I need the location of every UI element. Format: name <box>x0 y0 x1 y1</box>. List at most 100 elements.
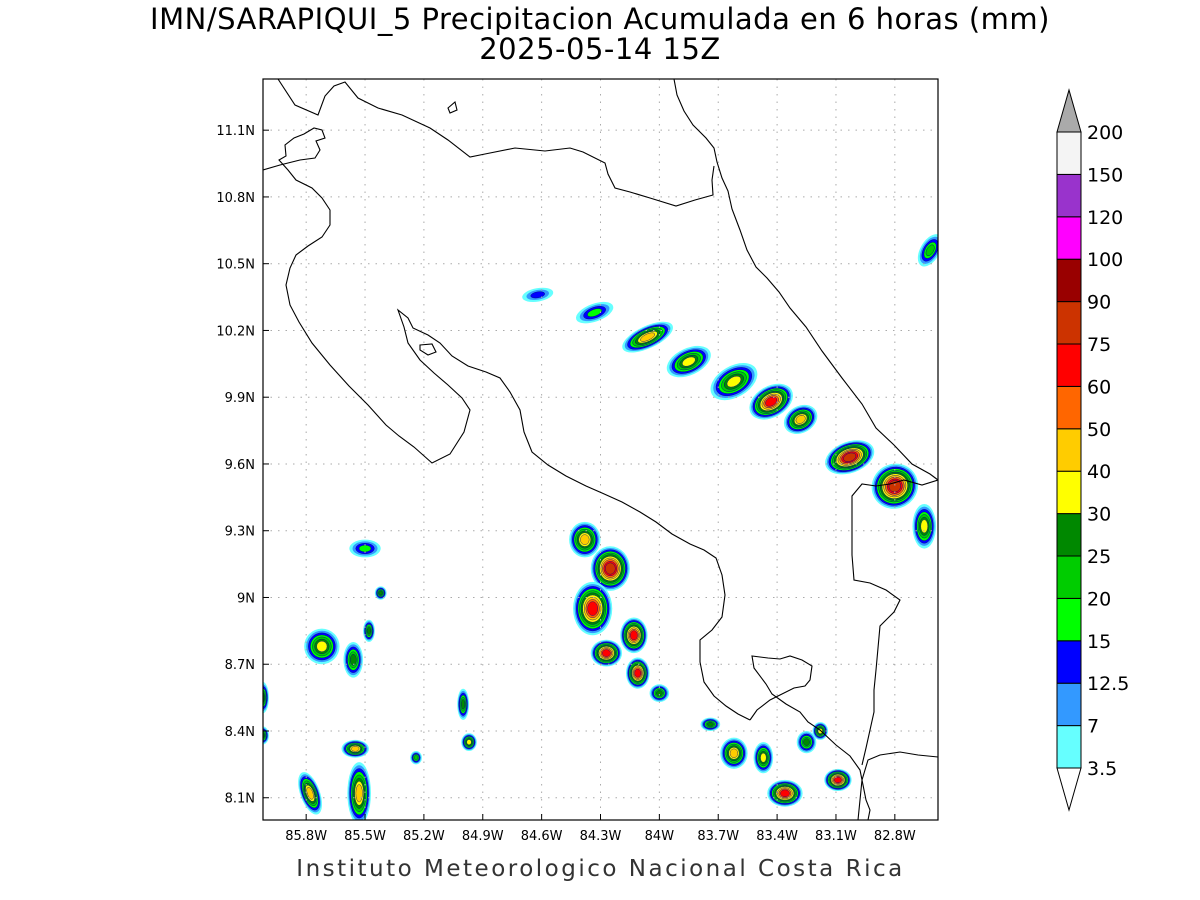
precip-cell <box>347 762 371 820</box>
legend-level-label: 12.5 <box>1087 673 1129 695</box>
legend-level-label: 40 <box>1087 461 1111 483</box>
pacific-coast-guanacaste <box>263 127 751 721</box>
lat-tick-label: 9.3N <box>225 525 255 540</box>
precip-contour-level <box>413 755 419 761</box>
lake-nicaragua-shore <box>277 79 715 207</box>
precip-contour-level <box>605 562 616 575</box>
precip-cell <box>871 463 919 509</box>
lon-tick-label: 85.8W <box>285 829 327 844</box>
legend-swatch <box>1056 725 1082 769</box>
legend-swatch <box>1056 216 1082 260</box>
precip-contour-level <box>378 590 383 596</box>
precip-contour-level <box>726 375 742 388</box>
precip-contour-level <box>587 308 603 317</box>
footer-credit: Instituto Meteorologico Nacional Costa R… <box>296 856 905 882</box>
legend-level-label: 15 <box>1087 631 1111 653</box>
precip-cell <box>341 739 369 758</box>
precip-contour-level <box>530 291 545 299</box>
precip-cell <box>912 503 937 549</box>
map-gridlines <box>263 79 938 820</box>
precip-contour-level <box>780 789 790 797</box>
legend-swatch <box>1056 555 1082 599</box>
lat-tick-label: 8.1N <box>225 792 255 807</box>
lat-tick-label: 10.8N <box>216 191 255 206</box>
precip-contour-level <box>602 649 611 657</box>
precip-cell <box>457 688 470 720</box>
precip-cell <box>343 641 364 678</box>
precip-contour-level <box>358 544 372 553</box>
lon-tick-label: 84.9W <box>462 829 504 844</box>
precip-cell <box>720 737 748 769</box>
lat-tick-label: 10.5N <box>216 258 255 273</box>
precip-contour-level <box>587 601 598 616</box>
lat-tick-label: 8.7N <box>225 658 255 673</box>
lon-tick-label: 84.6W <box>521 829 563 844</box>
legend-swatch <box>1056 513 1082 557</box>
precip-cell <box>575 301 614 324</box>
lat-tick-label: 8.4N <box>225 725 255 740</box>
lon-tick-label: 82.8W <box>874 829 916 844</box>
lon-tick-label: 83.4W <box>756 829 798 844</box>
lat-tick-label: 10.2N <box>216 324 255 339</box>
precip-contour-level <box>466 739 472 745</box>
map-timestamp: 2025-05-14 15Z <box>479 32 721 66</box>
precip-cell <box>620 617 648 654</box>
gulf-nicoya-island <box>419 343 437 356</box>
legend-swatch <box>1056 682 1082 727</box>
precip-contour-level <box>349 653 357 666</box>
precip-contour-level <box>316 640 328 652</box>
precip-cell <box>622 321 673 353</box>
lon-tick-label: 83.1W <box>815 829 857 844</box>
precip-cell <box>666 345 711 378</box>
coastline-borders <box>263 79 938 820</box>
legend-swatch <box>1056 470 1082 515</box>
precip-cell <box>263 682 269 714</box>
precip-cell <box>263 726 269 745</box>
legend-level-label: 100 <box>1087 249 1123 271</box>
lon-tick-label: 85.2W <box>403 829 445 844</box>
precip-cell <box>374 586 387 600</box>
legend-level-label: 60 <box>1087 376 1111 398</box>
lake-island <box>447 101 458 114</box>
precip-contour-level <box>843 452 857 462</box>
lon-tick-label: 83.7W <box>697 829 739 844</box>
precip-cell <box>363 619 375 642</box>
legend-swatch <box>1056 385 1082 430</box>
lat-tick-label: 9N <box>237 591 255 606</box>
legend-swatch <box>1056 301 1082 345</box>
legend-swatch <box>1056 428 1082 472</box>
costarica-panama-border <box>851 479 938 766</box>
legend-level-label: 150 <box>1087 164 1123 186</box>
panama-border <box>857 751 938 820</box>
precip-cell <box>573 581 613 636</box>
precip-cell <box>522 287 554 302</box>
precip-cell <box>767 779 803 807</box>
precip-cell <box>410 750 422 765</box>
precip-cell <box>824 768 852 792</box>
precip-contour-level <box>640 332 655 342</box>
legend-level-label: 30 <box>1087 504 1111 526</box>
lon-tick-label: 85.5W <box>344 829 386 844</box>
precip-contour-level <box>461 699 466 710</box>
precip-contour-level <box>803 738 810 746</box>
lat-tick-label: 9.6N <box>225 458 255 473</box>
precip-contour-level <box>682 356 696 367</box>
legend-level-label: 200 <box>1087 122 1123 144</box>
map-axes: 85.8W 85.5W 85.2W 84.9W 84.6W 84.3W 84W 83.7W 83… <box>216 124 916 844</box>
precip-contour-level <box>630 630 638 641</box>
lon-tick-label: 84W <box>645 829 675 844</box>
precip-contour-level <box>580 534 590 545</box>
color-legend: 3.5 7 12.5 15 20 25 30 40 50 60 75 90 100 120 150 200 <box>1056 88 1129 812</box>
precip-cell <box>590 546 630 591</box>
legend-overflow-arrow <box>1056 88 1082 133</box>
precip-contour-level <box>925 244 935 257</box>
legend-level-label: 50 <box>1087 419 1111 441</box>
legend-level-label: 3.5 <box>1087 758 1117 780</box>
precip-contour-level <box>760 752 767 763</box>
legend-level-label: 20 <box>1087 588 1111 610</box>
map-title: IMN/SARAPIQUI_5 Precipitacion Acumulada … <box>150 2 1050 36</box>
precip-cell <box>349 539 381 558</box>
precip-contour-level <box>707 722 714 727</box>
precip-cell <box>700 717 721 732</box>
lat-tick-label: 11.1N <box>216 124 255 139</box>
